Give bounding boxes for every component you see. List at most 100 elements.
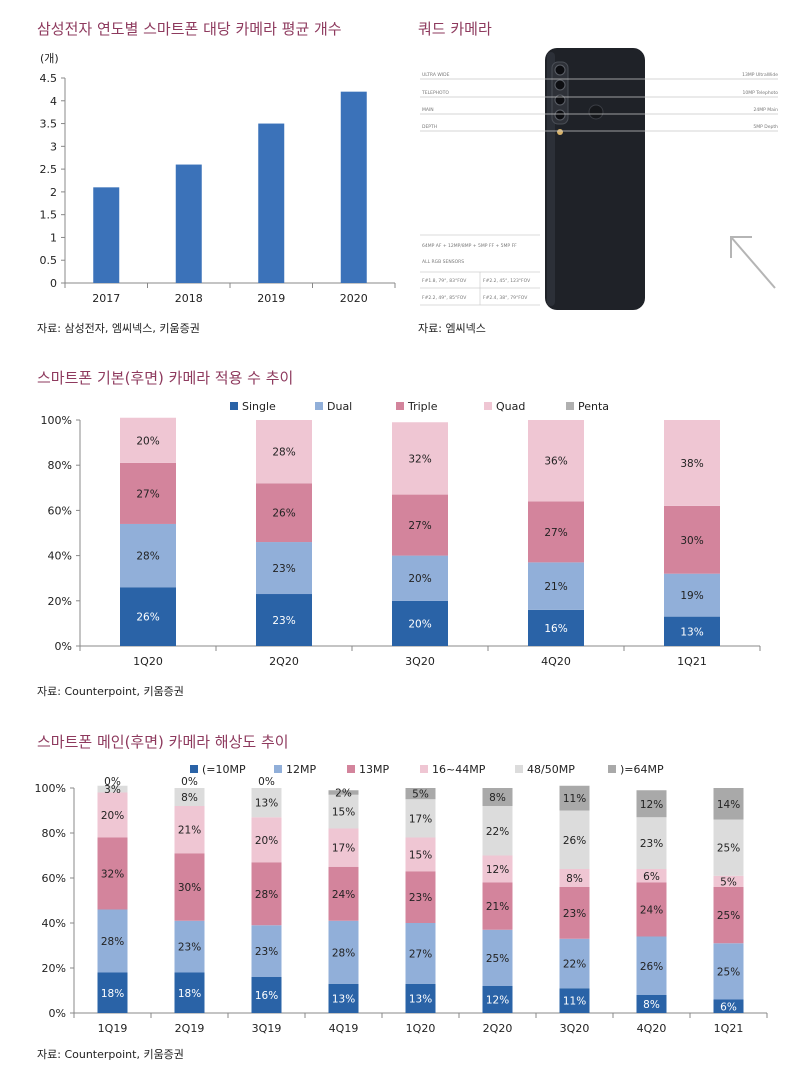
- data-label: 3%: [104, 784, 121, 796]
- bar-segment: [97, 972, 128, 1013]
- chart2-source: 자료: Counterpoint, 키움증권: [37, 685, 184, 698]
- bar-segment: [559, 785, 590, 811]
- bar-segment: [251, 862, 282, 926]
- y-tick-label: 3: [50, 140, 57, 153]
- bar-segment: [636, 817, 667, 869]
- y-tick-label: 20%: [42, 962, 66, 975]
- spec-cell: F#1.8, 79°, 83°FOV: [422, 278, 467, 284]
- data-label: 23%: [178, 942, 201, 954]
- data-label: 20%: [408, 618, 431, 630]
- data-label: 25%: [717, 966, 740, 978]
- legend-label: Triple: [407, 400, 438, 413]
- legend-label: 13MP: [359, 763, 389, 776]
- bar-segment: [713, 943, 744, 1000]
- bar: [340, 91, 367, 284]
- bar-segment: [256, 542, 312, 595]
- data-label: 11%: [563, 793, 586, 805]
- bar-segment: [482, 986, 513, 1013]
- data-label: 13%: [255, 798, 278, 810]
- callout-label-right: 13MP UltraWide: [742, 72, 778, 78]
- bar-segment: [251, 788, 282, 818]
- data-label: 38%: [680, 458, 703, 470]
- data-label: 20%: [101, 810, 124, 822]
- bar-segment: [328, 983, 359, 1013]
- data-label: 27%: [136, 488, 159, 500]
- legend-swatch: [347, 765, 355, 773]
- data-label: 36%: [544, 456, 567, 468]
- x-tick-label: 3Q19: [252, 1022, 282, 1035]
- data-label: 12%: [486, 864, 509, 876]
- x-tick-label: 2017: [92, 292, 120, 305]
- data-label: 8%: [566, 873, 583, 885]
- data-label: 8%: [181, 792, 198, 804]
- data-label: 12%: [486, 995, 509, 1007]
- data-label: 25%: [486, 953, 509, 965]
- legend-label: Quad: [496, 400, 525, 413]
- data-label: 14%: [717, 799, 740, 811]
- data-label: 28%: [272, 447, 295, 459]
- y-tick-label: 1.5: [40, 209, 58, 222]
- bar-segment: [559, 869, 590, 887]
- data-label: 21%: [178, 825, 201, 837]
- bar-segment: [328, 920, 359, 984]
- spec-line: ALL RGB SENSORS: [422, 259, 464, 265]
- bar-segment: [392, 422, 448, 495]
- legend-swatch: [420, 765, 428, 773]
- bar: [175, 164, 202, 283]
- data-label: 21%: [486, 901, 509, 913]
- data-label: 21%: [544, 581, 567, 593]
- data-label: 23%: [409, 892, 432, 904]
- callout-label-left: DEPTH: [422, 124, 437, 130]
- bar-segment: [482, 929, 513, 986]
- data-label: 5%: [412, 789, 429, 801]
- callout-label-left: TELEPHOTO: [421, 90, 449, 96]
- bar-segment: [174, 920, 205, 973]
- data-label: 27%: [408, 520, 431, 532]
- y-tick-label: 40%: [42, 917, 66, 930]
- spec-cell: F#2.2, 45°, 123°FOV: [483, 278, 531, 284]
- bar-segment: [251, 977, 282, 1013]
- arrow-icon: [730, 236, 776, 289]
- data-label: 26%: [640, 961, 663, 973]
- legend-label: Penta: [578, 400, 609, 413]
- bar-segment: [713, 887, 744, 944]
- data-label: 24%: [640, 905, 663, 917]
- data-label: 26%: [272, 508, 295, 520]
- legend-swatch: [315, 402, 323, 410]
- data-label: 15%: [332, 807, 355, 819]
- data-label: 32%: [408, 453, 431, 465]
- bar-segment: [528, 609, 584, 646]
- legend-swatch: [515, 765, 523, 773]
- x-tick-label: 3Q20: [405, 655, 435, 668]
- callout-label-right: 24MP Main: [754, 107, 779, 113]
- callout-label-right: 5MP Depth: [753, 124, 778, 130]
- data-label: 30%: [680, 535, 703, 547]
- bar-segment: [392, 555, 448, 601]
- legend-swatch: [566, 402, 574, 410]
- data-label: 28%: [332, 947, 355, 959]
- bar-segment: [405, 788, 436, 800]
- data-label: 8%: [489, 792, 506, 804]
- y-tick-label: 4: [50, 95, 57, 108]
- data-label: 26%: [563, 835, 586, 847]
- data-label: 6%: [643, 871, 660, 883]
- data-label: 20%: [136, 435, 159, 447]
- camera-module: [551, 61, 569, 125]
- data-label: 2%: [335, 788, 352, 800]
- fingerprint-sensor: [588, 104, 604, 120]
- bar-segment: [559, 988, 590, 1013]
- bar-segment: [636, 936, 667, 995]
- bar-segment: [256, 483, 312, 543]
- legend-swatch: [274, 765, 282, 773]
- data-label: 6%: [720, 1001, 737, 1013]
- lens-icon: [554, 109, 566, 121]
- bar-segment: [328, 866, 359, 921]
- bar-segment: [328, 828, 359, 867]
- bar-segment: [405, 983, 436, 1013]
- bar-segment: [713, 875, 744, 887]
- chart3-source: 자료: Counterpoint, 키움증권: [37, 1048, 184, 1061]
- data-label: 0%: [181, 776, 198, 788]
- bar-segment: [97, 785, 128, 793]
- legend-label: )=64MP: [620, 763, 664, 776]
